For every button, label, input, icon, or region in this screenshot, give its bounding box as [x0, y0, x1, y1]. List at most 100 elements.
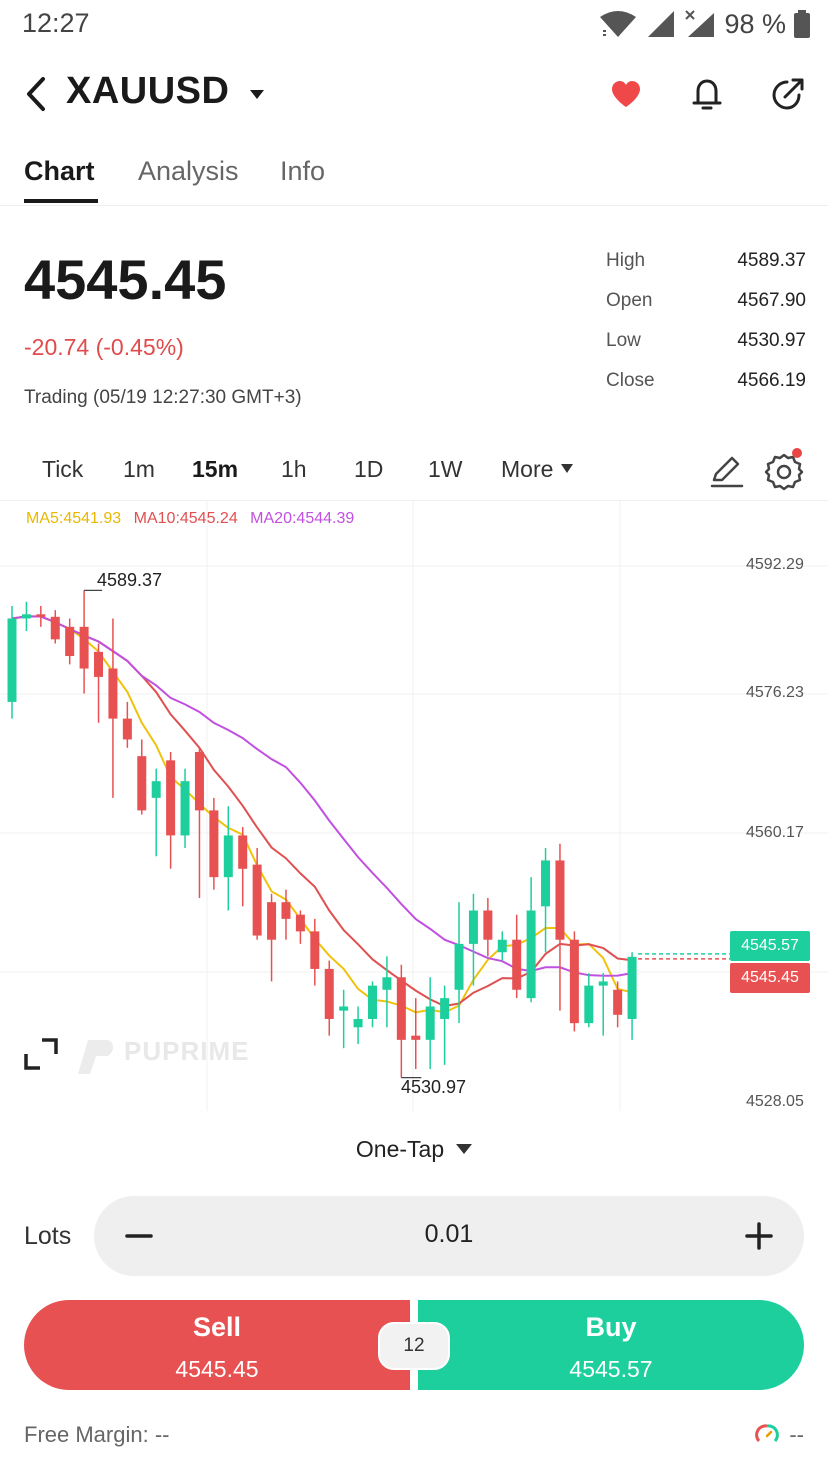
plus-icon[interactable]: [734, 1216, 784, 1256]
candle-body: [65, 626, 75, 657]
ma20-label: MA20:4544.39: [250, 510, 355, 527]
gauge-icon: [755, 1424, 780, 1443]
candle-body: [627, 956, 637, 1019]
back-button[interactable]: [18, 72, 54, 116]
y-axis-tick: 4592.29: [746, 556, 804, 573]
candle-body: [180, 781, 190, 836]
sell-price: 4545.45: [175, 1356, 259, 1382]
sell-label: Sell: [192, 1312, 242, 1342]
tab-info[interactable]: Info: [280, 156, 326, 186]
candle-body: [108, 668, 118, 719]
signal-noservice-icon: [685, 10, 715, 37]
notification-dot: [792, 448, 802, 458]
share-icon: [772, 78, 804, 110]
settings-gear-icon[interactable]: [762, 450, 806, 494]
candle-body: [209, 810, 219, 878]
timeframe-1w[interactable]: 1W: [428, 456, 463, 482]
caret-down-icon: [561, 464, 574, 474]
candle-body: [382, 977, 392, 990]
timeframe-tick[interactable]: Tick: [42, 456, 84, 482]
chart-area[interactable]: [0, 500, 828, 1111]
symbol-title[interactable]: XAUUSD: [66, 70, 230, 112]
status-time: 12:27: [22, 8, 90, 38]
expand-icon[interactable]: [22, 1036, 60, 1072]
candle-body: [613, 989, 623, 1015]
candle-body: [137, 756, 147, 811]
candlestick-chart[interactable]: [0, 501, 828, 1111]
candle-body: [411, 1035, 421, 1040]
tab-bar: Chart Analysis Info: [0, 140, 828, 206]
margin-level-value: --: [789, 1422, 804, 1447]
caret-down-icon[interactable]: [248, 82, 266, 106]
timeframe-15m[interactable]: 15m: [192, 456, 239, 482]
candle-body: [252, 864, 262, 936]
sell-button[interactable]: Sell 4545.45: [24, 1300, 410, 1390]
ohlc-value: 4530.97: [737, 330, 806, 351]
candle-body: [238, 835, 248, 869]
timeframe-bar: Tick 1m 15m 1h 1D 1W More: [0, 446, 828, 496]
candle-body: [339, 1006, 349, 1011]
candle-body: [368, 985, 377, 1019]
candle-body: [598, 981, 608, 986]
share-button[interactable]: [766, 72, 810, 116]
candle-body: [555, 860, 565, 940]
buy-button[interactable]: Buy 4545.57: [418, 1300, 804, 1390]
candle-body: [223, 835, 233, 878]
ma5-line: [11, 615, 633, 1014]
chevron-left-icon: [27, 77, 45, 111]
caret-down-icon: [456, 1143, 473, 1154]
ma20-line: [11, 615, 633, 977]
ohlc-panel: High 4589.37 Open 4567.90 Low 4530.97 Cl…: [606, 250, 806, 410]
trading-status: Trading (05/19 12:27:30 GMT+3): [24, 387, 302, 408]
ma-legend: MA5:4541.93 MA10:4545.24 MA20:4544.39: [26, 510, 362, 528]
price-change: -20.74 (-0.45%): [24, 334, 184, 360]
draw-pencil-icon[interactable]: [704, 450, 748, 494]
ohlc-label: Open: [606, 290, 653, 311]
spread-badge: 12: [378, 1322, 450, 1370]
lots-input[interactable]: 0.01: [424, 1220, 474, 1248]
candle-body: [497, 939, 507, 953]
candle-body: [569, 939, 579, 1024]
candle-body: [79, 626, 89, 669]
ohlc-close-row: Close 4566.19: [606, 370, 806, 410]
minus-icon[interactable]: [114, 1216, 164, 1256]
tab-active-indicator: [24, 199, 98, 203]
ask-price-tag: 4545.57: [730, 931, 810, 961]
candle-body: [281, 902, 291, 919]
favorite-button[interactable]: [604, 72, 648, 116]
ohlc-value: 4567.90: [737, 290, 806, 311]
candle-body: [425, 1006, 435, 1040]
wifi-icon: [600, 11, 637, 37]
ohlc-label: Low: [606, 330, 641, 351]
tab-chart[interactable]: Chart: [24, 156, 95, 186]
tab-analysis[interactable]: Analysis: [138, 156, 239, 186]
lots-stepper: 0.01: [94, 1196, 804, 1276]
candle-body: [151, 781, 161, 798]
timeframe-1h[interactable]: 1h: [281, 456, 307, 482]
candle-body: [50, 616, 60, 640]
heart-icon: [612, 81, 640, 107]
bell-icon: [692, 79, 722, 110]
alert-button[interactable]: [685, 72, 729, 116]
battery-percent: 98 %: [724, 8, 786, 39]
candle-body: [21, 614, 31, 619]
timeframe-1d[interactable]: 1D: [354, 456, 384, 482]
battery-icon: [794, 10, 810, 38]
candle-body: [94, 651, 104, 677]
ohlc-value: 4566.19: [737, 370, 806, 391]
ohlc-label: High: [606, 250, 646, 271]
candle-body: [7, 618, 17, 702]
candle-body: [468, 910, 478, 944]
candle-body: [541, 860, 551, 907]
status-icons: 98 %: [598, 8, 810, 40]
candle-body: [267, 902, 277, 940]
timeframe-1m[interactable]: 1m: [123, 456, 155, 482]
brand-logo-icon: [78, 1040, 114, 1074]
order-mode-selector[interactable]: One-Tap: [0, 1136, 828, 1163]
timeframe-more[interactable]: More: [501, 456, 574, 483]
candle-body: [310, 931, 320, 969]
candle-body: [324, 968, 334, 1019]
status-bar: 12:27 98 %: [0, 0, 828, 50]
signal-icon: [648, 11, 675, 37]
ma5-label: MA5:4541.93: [26, 510, 122, 527]
